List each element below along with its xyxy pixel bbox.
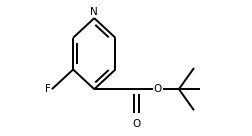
Text: O: O xyxy=(154,84,162,94)
Text: O: O xyxy=(133,119,141,129)
Text: F: F xyxy=(45,84,50,94)
Text: N: N xyxy=(90,7,98,17)
